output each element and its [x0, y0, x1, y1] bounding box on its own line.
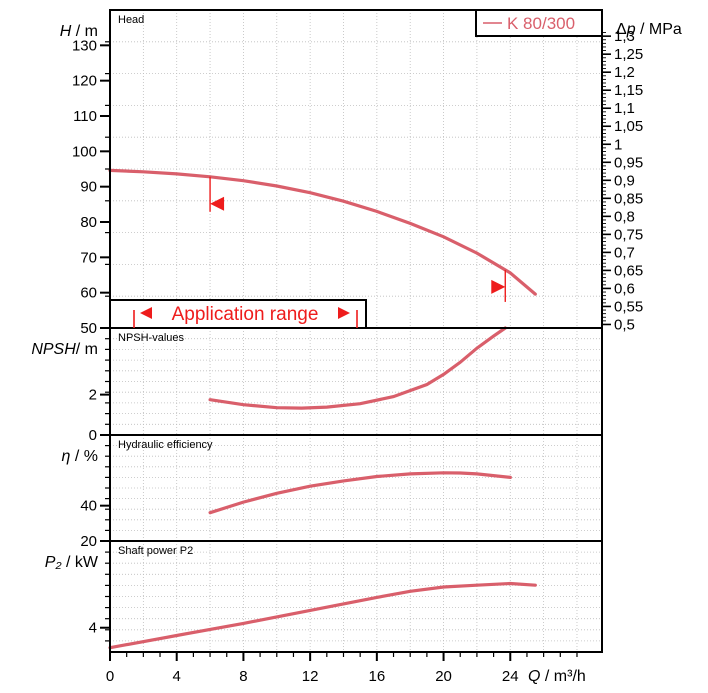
y-tick-label: 2 [89, 387, 97, 404]
y-tick-label: 90 [80, 179, 97, 196]
y-tick-label: 50 [80, 320, 97, 337]
curve-npsh [208, 326, 507, 410]
right-tick-label: 1,25 [614, 46, 643, 63]
panel-title-efficiency: Hydraulic efficiency [118, 439, 213, 451]
panel-title-head: Head [118, 14, 144, 26]
right-tick-label: 0,8 [614, 208, 635, 225]
y-tick-label: 0 [89, 427, 97, 444]
right-tick-label: 0,7 [614, 244, 635, 261]
curve-head [108, 168, 537, 296]
right-tick-label: 0,5 [614, 316, 635, 333]
y-axis-title-efficiency: η / % [62, 448, 98, 465]
right-tick-label: 1,3 [614, 28, 635, 45]
curve-power [108, 581, 537, 650]
panel-title-npsh: NPSH-values [118, 332, 185, 344]
right-tick-label: 1,1 [614, 100, 635, 117]
right-tick-label: 0,75 [614, 226, 643, 243]
y-tick-label: 120 [72, 73, 97, 90]
y-axis-title-npsh: NPSH/ m [31, 341, 98, 358]
right-tick-label: 1,15 [614, 82, 643, 99]
right-tick-label: 0,9 [614, 172, 635, 189]
application-range-box [109, 299, 367, 329]
x-tick-label: 4 [173, 668, 181, 685]
y-tick-label: 40 [80, 498, 97, 515]
panel-title-power: Shaft power P2 [118, 545, 193, 557]
y-axis-title-head: H / m [60, 23, 98, 40]
y-tick-label: 100 [72, 143, 97, 160]
y-tick-label: 80 [80, 214, 97, 231]
y-tick-label: 20 [80, 533, 97, 550]
right-tick-label: 0,95 [614, 154, 643, 171]
right-tick-label: 1 [614, 136, 622, 153]
y-tick-label: 130 [72, 37, 97, 54]
curve-efficiency [208, 471, 512, 515]
right-tick-label: 0,55 [614, 298, 643, 315]
right-axis-title: Δp / MPa [616, 21, 682, 38]
x-tick-label: 0 [106, 668, 114, 685]
y-tick-label: 60 [80, 285, 97, 302]
application-range-label: Application range [172, 304, 319, 325]
max-flow-marker [491, 279, 506, 294]
y-axis-title-power: P₂ / kW [45, 554, 99, 571]
legend-label: K 80/300 [507, 14, 575, 33]
x-tick-label: 20 [435, 668, 452, 685]
app-range-right-arrow [338, 307, 350, 319]
y-tick-label: 70 [80, 249, 97, 266]
min-flow-marker [210, 196, 225, 211]
right-tick-label: 0,6 [614, 280, 635, 297]
x-tick-label: 12 [302, 668, 319, 685]
y-tick-label: 110 [73, 108, 97, 125]
x-tick-label: 24 [502, 668, 519, 685]
x-tick-label: 8 [239, 668, 247, 685]
y-tick-label: 4 [89, 620, 97, 637]
right-tick-label: 1,05 [614, 118, 643, 135]
x-tick-label: 16 [369, 668, 386, 685]
right-tick-label: 1,2 [614, 64, 635, 81]
right-tick-label: 0,65 [614, 262, 643, 279]
x-axis-title: Q / m³/h [528, 668, 586, 685]
right-tick-label: 0,85 [614, 190, 643, 207]
app-range-left-arrow [140, 307, 152, 319]
